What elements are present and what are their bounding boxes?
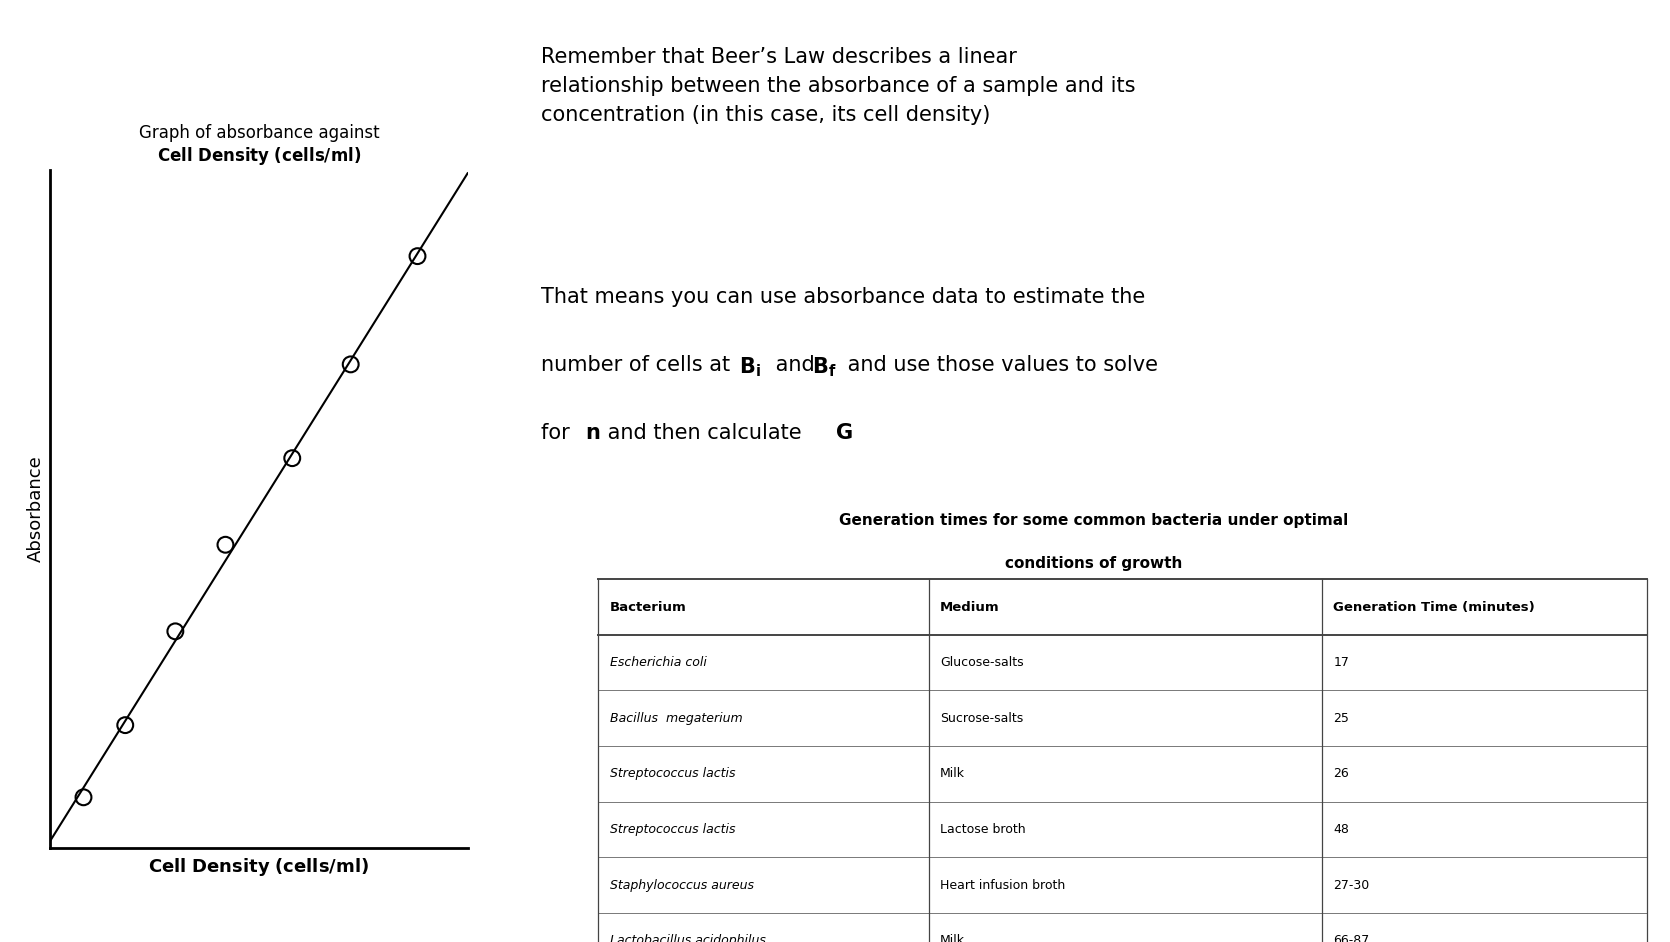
Point (337, 357, 364, 372)
Text: Sucrose-salts: Sucrose-salts (940, 712, 1024, 724)
Text: Remember that Beer’s Law describes a linear
relationship between the absorbance : Remember that Beer’s Law describes a lin… (541, 47, 1136, 124)
Text: Generation times for some common bacteria under optimal: Generation times for some common bacteri… (840, 513, 1348, 528)
Text: Lactose broth: Lactose broth (940, 823, 1025, 836)
Point (279, 450, 306, 465)
Text: $\mathbf{B_i}$: $\mathbf{B_i}$ (738, 355, 762, 379)
Text: and then calculate: and then calculate (601, 423, 808, 443)
Text: number of cells at: number of cells at (541, 355, 736, 375)
Point (212, 537, 239, 552)
Text: Medium: Medium (940, 601, 1000, 613)
Text: Staphylococcus aureus: Staphylococcus aureus (610, 879, 753, 891)
Point (162, 624, 189, 639)
Text: Bacterium: Bacterium (610, 601, 686, 613)
Point (112, 718, 139, 733)
Text: conditions of growth: conditions of growth (1005, 556, 1182, 571)
Text: 27-30: 27-30 (1333, 879, 1369, 891)
Text: Escherichia coli: Escherichia coli (610, 657, 706, 669)
Text: Bacillus  megaterium: Bacillus megaterium (610, 712, 743, 724)
Text: Glucose-salts: Glucose-salts (940, 657, 1024, 669)
Point (70, 789, 97, 804)
Point (404, 249, 431, 264)
Text: Streptococcus lactis: Streptococcus lactis (610, 768, 735, 780)
Text: Milk: Milk (940, 934, 965, 942)
Text: Heart infusion broth: Heart infusion broth (940, 879, 1065, 891)
Text: for: for (541, 423, 576, 443)
Text: and use those values to solve: and use those values to solve (842, 355, 1159, 375)
Text: 48: 48 (1333, 823, 1349, 836)
Text: 26: 26 (1333, 768, 1349, 780)
Y-axis label: Absorbance: Absorbance (27, 455, 45, 562)
Text: 25: 25 (1333, 712, 1349, 724)
Title: Graph of absorbance against
$\bf{Cell\ Density\ (cells/ml)}$: Graph of absorbance against $\bf{Cell\ D… (139, 124, 379, 168)
Text: 17: 17 (1333, 657, 1349, 669)
Text: Milk: Milk (940, 768, 965, 780)
Text: $\mathbf{G}$: $\mathbf{G}$ (835, 423, 852, 443)
Text: Generation Time (minutes): Generation Time (minutes) (1333, 601, 1535, 613)
Text: $\mathbf{B_f}$: $\mathbf{B_f}$ (812, 355, 837, 379)
Text: and: and (768, 355, 822, 375)
Text: That means you can use absorbance data to estimate the: That means you can use absorbance data t… (541, 287, 1146, 307)
X-axis label: $\bf{Cell\ Density\ (cells/ml)}$: $\bf{Cell\ Density\ (cells/ml)}$ (149, 856, 369, 878)
Text: $\mathbf{n}$: $\mathbf{n}$ (584, 423, 600, 443)
Text: 66-87: 66-87 (1333, 934, 1369, 942)
Text: Streptococcus lactis: Streptococcus lactis (610, 823, 735, 836)
Text: Lactobacillus acidophilus: Lactobacillus acidophilus (610, 934, 767, 942)
